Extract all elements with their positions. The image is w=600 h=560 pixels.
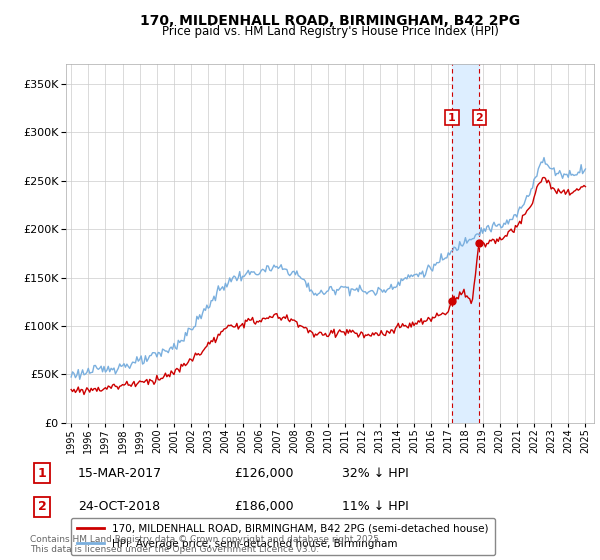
Text: 2: 2 [476,113,484,123]
Text: Price paid vs. HM Land Registry's House Price Index (HPI): Price paid vs. HM Land Registry's House … [161,25,499,38]
Text: 24-OCT-2018: 24-OCT-2018 [78,500,160,514]
Text: This data is licensed under the Open Government Licence v3.0.: This data is licensed under the Open Gov… [30,545,319,554]
Text: 1: 1 [448,113,456,123]
Text: £126,000: £126,000 [234,466,293,480]
Legend: 170, MILDENHALL ROAD, BIRMINGHAM, B42 2PG (semi-detached house), HPI: Average pr: 170, MILDENHALL ROAD, BIRMINGHAM, B42 2P… [71,517,494,556]
Text: 1: 1 [38,466,46,480]
Text: £186,000: £186,000 [234,500,293,514]
Text: 170, MILDENHALL ROAD, BIRMINGHAM, B42 2PG: 170, MILDENHALL ROAD, BIRMINGHAM, B42 2P… [140,14,520,28]
Text: 11% ↓ HPI: 11% ↓ HPI [342,500,409,514]
Bar [452,64,479,423]
Text: 2: 2 [38,500,46,514]
Text: 15-MAR-2017: 15-MAR-2017 [78,466,162,480]
Text: 32% ↓ HPI: 32% ↓ HPI [342,466,409,480]
Text: Contains HM Land Registry data © Crown copyright and database right 2025.: Contains HM Land Registry data © Crown c… [30,535,382,544]
